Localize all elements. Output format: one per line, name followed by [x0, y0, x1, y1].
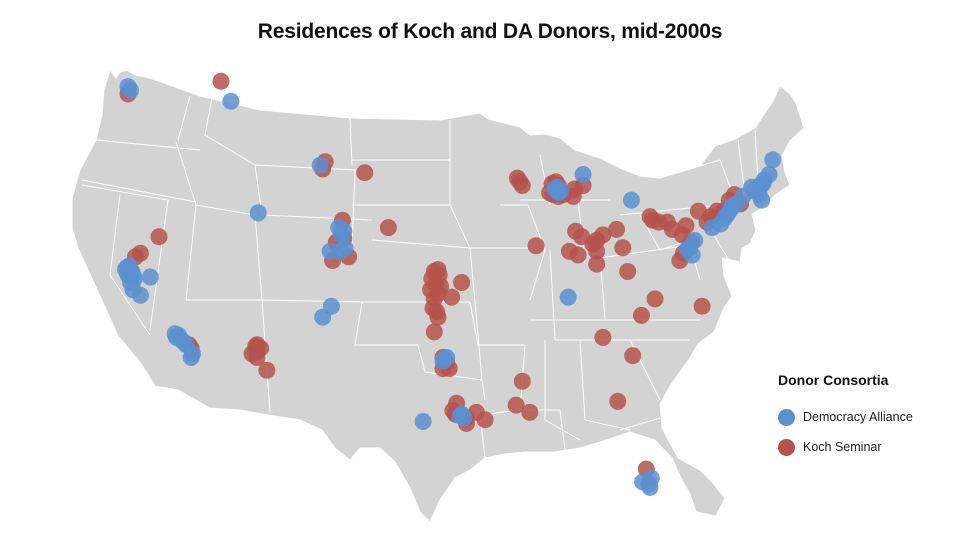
koch-seminar-marker [513, 372, 531, 390]
koch-seminar-marker [507, 396, 525, 414]
koch-seminar-marker [527, 237, 545, 255]
koch-seminar-marker [425, 323, 443, 341]
koch-seminar-marker [150, 228, 168, 246]
democracy-alliance-marker [131, 286, 149, 304]
koch-seminar-marker [212, 72, 230, 90]
koch-seminar-marker [248, 349, 266, 366]
legend-swatch-koch-seminar [778, 438, 795, 456]
democracy-alliance-marker [743, 178, 761, 196]
democracy-alliance-marker [330, 219, 348, 237]
democracy-alliance-marker [434, 352, 452, 370]
koch-seminar-marker [588, 255, 606, 273]
legend: Donor Consortia Democracy Alliance Koch … [778, 372, 913, 462]
democracy-alliance-marker [184, 345, 201, 363]
koch-seminar-marker [258, 361, 276, 379]
koch-seminar-marker [646, 290, 664, 308]
democracy-alliance-marker [414, 413, 432, 430]
democracy-alliance-marker [249, 204, 267, 222]
democracy-alliance-marker [321, 242, 339, 260]
democracy-alliance-marker [322, 297, 340, 315]
koch-seminar-marker [614, 239, 632, 257]
democracy-alliance-marker [311, 156, 329, 174]
koch-seminar-marker [594, 226, 612, 244]
democracy-alliance-marker [141, 268, 159, 286]
koch-seminar-marker [429, 308, 447, 326]
koch-seminar-marker [560, 242, 578, 260]
koch-seminar-marker [594, 328, 612, 346]
democracy-alliance-marker [703, 219, 721, 237]
democracy-alliance-marker [622, 191, 640, 209]
map-title: Residences of Koch and DA Donors, mid-20… [257, 20, 723, 43]
democracy-alliance-marker [122, 81, 139, 99]
democracy-alliance-marker [548, 178, 566, 196]
legend-item-democracy-alliance: Democracy Alliance [778, 402, 913, 432]
koch-seminar-marker [508, 169, 526, 187]
koch-seminar-marker [453, 274, 471, 291]
koch-seminar-marker [609, 392, 627, 410]
legend-title: Donor Consortia [778, 372, 889, 388]
democracy-alliance-marker [559, 288, 577, 306]
legend-swatch-democracy-alliance [778, 408, 795, 426]
koch-seminar-marker [632, 306, 650, 324]
democracy-alliance-marker [683, 246, 701, 264]
koch-seminar-marker [619, 263, 637, 280]
democracy-alliance-marker [222, 92, 240, 110]
koch-seminar-marker [356, 164, 374, 182]
democracy-alliance-marker [574, 166, 592, 183]
democracy-alliance-marker [455, 409, 473, 427]
legend-label-koch-seminar: Koch Seminar [803, 440, 882, 454]
legend-item-koch-seminar: Koch Seminar [778, 432, 913, 462]
koch-seminar-marker [379, 219, 397, 237]
koch-seminar-marker [624, 347, 642, 365]
koch-seminar-marker [608, 220, 626, 238]
koch-seminar-marker [443, 288, 461, 306]
democracy-alliance-marker [764, 151, 782, 169]
democracy-alliance-marker [760, 166, 778, 183]
democracy-alliance-marker [634, 473, 652, 491]
koch-seminar-marker [521, 403, 539, 421]
legend-label-democracy-alliance: Democracy Alliance [803, 410, 913, 424]
democracy-alliance-markers [117, 78, 782, 496]
koch-seminar-marker [693, 297, 711, 315]
democracy-alliance-marker [753, 191, 771, 209]
